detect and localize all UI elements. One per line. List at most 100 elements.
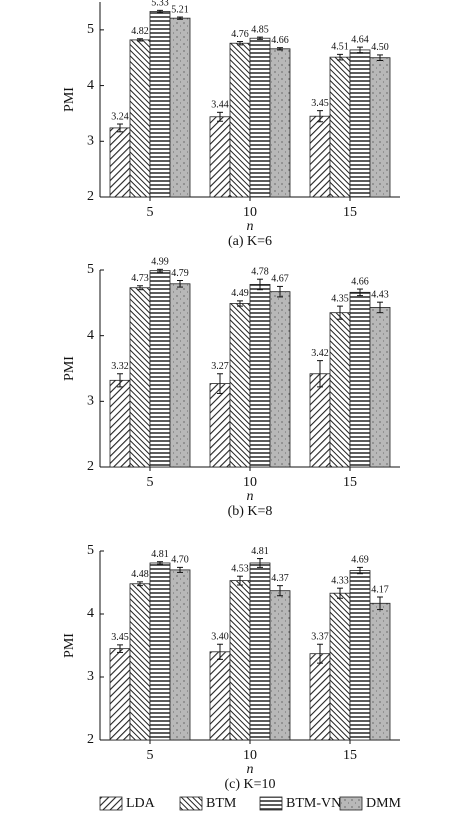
legend-swatch — [259, 796, 283, 811]
y-tick-label: 2 — [87, 189, 94, 204]
y-tick-label: 2 — [87, 732, 94, 747]
bar — [369, 602, 391, 741]
value-label: 4.79 — [171, 268, 189, 279]
bar — [149, 562, 171, 741]
value-label: 3.40 — [211, 632, 229, 643]
value-label: 3.24 — [111, 111, 129, 122]
x-tick-label: 10 — [243, 748, 257, 763]
y-axis-label: PMI — [62, 633, 77, 658]
value-label: 3.32 — [111, 361, 129, 372]
value-label: 4.48 — [131, 569, 149, 580]
x-tick-label: 15 — [343, 475, 357, 490]
y-tick-label: 4 — [87, 606, 94, 621]
value-label: 4.35 — [331, 293, 349, 304]
bar — [149, 11, 171, 198]
value-label: 4.17 — [371, 584, 389, 595]
bar — [349, 49, 371, 198]
value-label: 3.44 — [211, 100, 229, 111]
legend-label: DMM — [366, 796, 402, 811]
caption: (b) K=8 — [228, 504, 273, 519]
bar — [169, 17, 191, 198]
bar — [329, 312, 351, 468]
legend-label: LDA — [126, 796, 156, 811]
bar — [209, 651, 231, 741]
x-tick-label: 5 — [147, 205, 154, 220]
bar — [349, 291, 371, 468]
bar — [109, 648, 131, 741]
value-label: 4.81 — [251, 546, 269, 557]
value-label: 4.50 — [371, 42, 389, 53]
bar — [129, 39, 151, 198]
x-axis-label: n — [247, 219, 254, 234]
bar — [329, 592, 351, 741]
x-tick-label: 10 — [243, 475, 257, 490]
value-label: 4.51 — [331, 42, 349, 53]
value-label: 4.99 — [151, 257, 169, 268]
value-label: 4.37 — [271, 573, 289, 584]
value-label: 4.33 — [331, 575, 349, 586]
bar — [209, 383, 231, 468]
legend-label: BTM — [206, 796, 237, 811]
bar — [249, 562, 271, 741]
value-label: 3.45 — [111, 632, 129, 643]
value-label: 4.66 — [351, 276, 369, 287]
legend-label: BTM-VN — [286, 796, 341, 811]
value-label: 4.66 — [271, 35, 289, 46]
bar — [229, 303, 251, 468]
value-label: 4.69 — [351, 555, 369, 566]
x-tick-label: 10 — [243, 205, 257, 220]
value-label: 4.85 — [251, 24, 269, 35]
bar — [129, 583, 151, 741]
value-label: 4.70 — [171, 555, 189, 566]
y-tick-label: 4 — [87, 328, 94, 343]
bar — [309, 115, 331, 198]
caption: (a) K=6 — [228, 234, 272, 249]
y-axis-label: PMI — [62, 87, 77, 112]
value-label: 5.33 — [151, 0, 169, 9]
y-tick-label: 5 — [87, 543, 94, 558]
bar — [309, 373, 331, 468]
value-label: 3.45 — [311, 98, 329, 109]
y-tick-label: 3 — [87, 669, 94, 684]
bar — [329, 56, 351, 198]
bar — [169, 569, 191, 741]
value-label: 3.42 — [311, 348, 329, 359]
bar — [229, 580, 251, 741]
value-label: 4.64 — [351, 34, 369, 45]
bar — [149, 270, 171, 468]
y-axis-label: PMI — [62, 356, 77, 381]
x-axis-label: n — [247, 762, 254, 777]
value-label: 4.53 — [231, 563, 249, 574]
bar — [229, 42, 251, 198]
value-label: 4.49 — [231, 288, 249, 299]
bar — [169, 283, 191, 468]
bar — [269, 291, 291, 468]
bar — [269, 48, 291, 198]
bar — [249, 284, 271, 468]
y-tick-label: 5 — [87, 262, 94, 277]
legend-swatch — [339, 796, 363, 811]
x-tick-label: 5 — [147, 475, 154, 490]
x-tick-label: 5 — [147, 748, 154, 763]
y-tick-label: 3 — [87, 394, 94, 409]
bar — [369, 57, 391, 198]
value-label: 4.43 — [371, 289, 389, 300]
x-axis-label: n — [247, 489, 254, 504]
bar — [269, 590, 291, 741]
legend-swatch — [99, 796, 123, 811]
bar — [369, 307, 391, 468]
x-tick-label: 15 — [343, 205, 357, 220]
bar — [109, 379, 131, 468]
x-tick-label: 15 — [343, 748, 357, 763]
value-label: 4.67 — [271, 274, 289, 285]
bar — [309, 653, 331, 741]
bar — [129, 287, 151, 468]
legend-swatch — [179, 796, 203, 811]
bar — [109, 127, 131, 198]
value-label: 3.27 — [211, 361, 229, 372]
value-label: 4.78 — [251, 266, 269, 277]
y-tick-label: 4 — [87, 78, 94, 93]
value-label: 4.73 — [131, 273, 149, 284]
y-tick-label: 2 — [87, 459, 94, 474]
